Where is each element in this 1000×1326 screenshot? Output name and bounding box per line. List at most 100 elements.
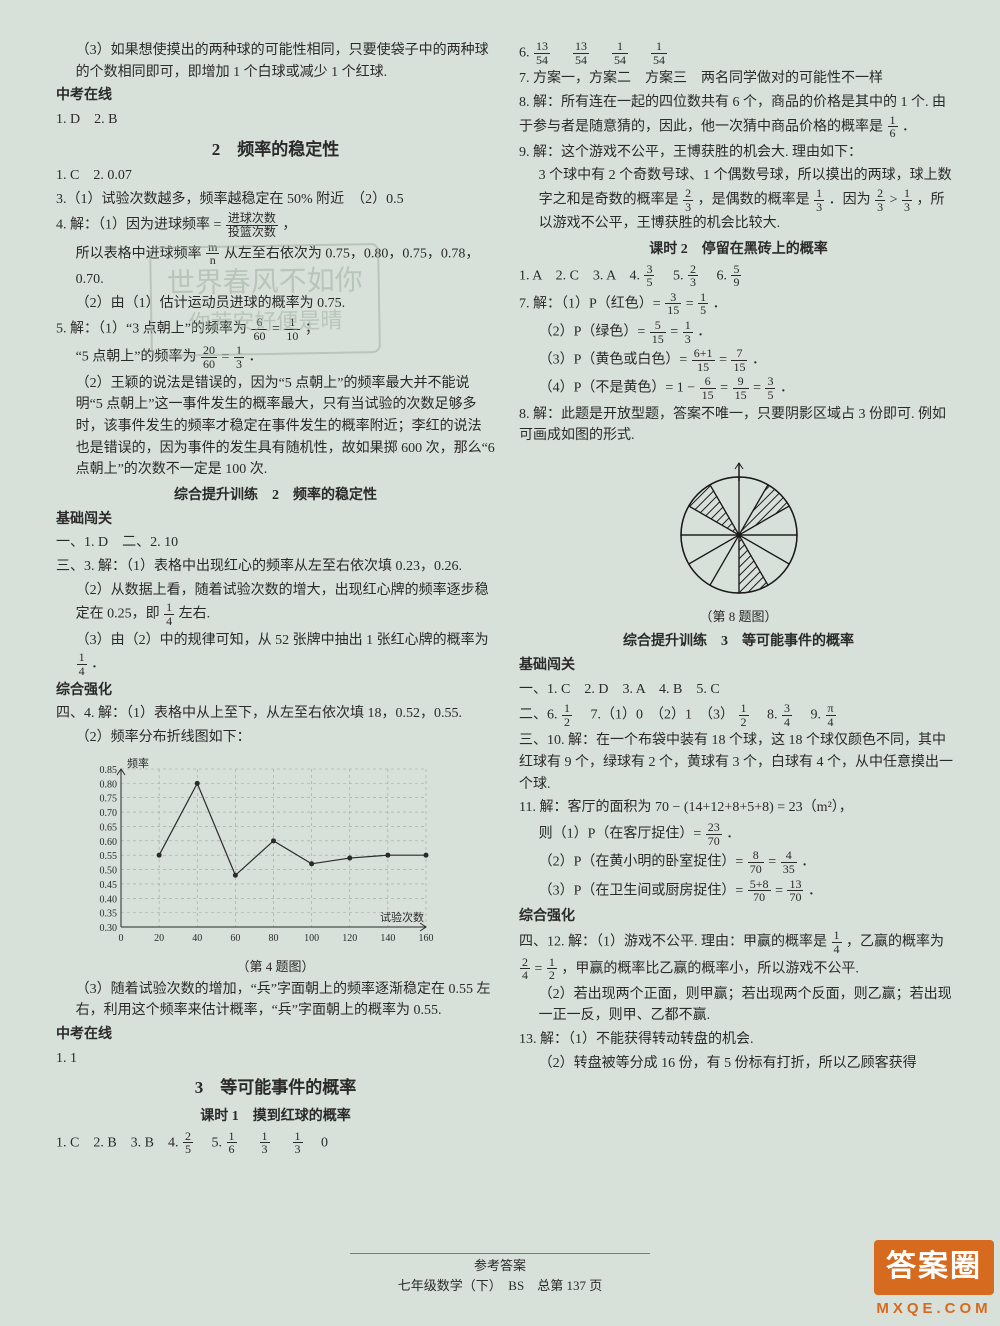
para: “5 点朝上”的频率为 2060 = 13 ． [56,344,495,370]
heading: 基础闯关 [56,509,495,531]
right-column: 6. 1354 1354 154 154 7. 方案一，方案二 方案三 两名同学… [519,40,958,1158]
text: = [535,961,546,976]
text: 二、6. [519,708,561,723]
svg-text:120: 120 [342,933,357,944]
svg-text:频率: 频率 [127,756,149,770]
fraction: 615 [700,375,716,401]
para: （2）P（绿色）= 515 = 13 ． [519,319,958,345]
svg-text:160: 160 [419,933,434,944]
text: （3）由（2）中的规律可知，从 52 张牌中抽出 1 张红心牌的概率为 [76,633,489,648]
answer-line: 二、6. 12 7.（1）0 （2）1 （3） 12 8. 34 9. π4 [519,702,958,728]
para: 11. 解：客厅的面积为 70 − (14+12+8+5+8) = 23（m²）… [519,797,958,819]
text: ； [305,322,319,337]
para: （2）P（在黄小明的卧室捉住）= 870 = 435 ． [519,849,958,875]
para: （3）如果想使摸出的两种球的可能性相同，只要使袋子中的两种球的个数相同即可，即增… [56,40,495,83]
text [594,45,608,60]
answer-line: 1. A 2. C 3. A 4. 35 5. 23 6. 59 [519,263,958,289]
text: = [753,381,764,396]
fraction: 2370 [706,821,722,847]
svg-text:0.60: 0.60 [100,836,118,847]
watermark-title: 答案圈 [874,1240,994,1295]
para: （3）随着试验次数的增加，“兵”字面朝上的频率逐渐稳定在 0.55 左右，利用这… [56,979,495,1022]
pie-svg [664,455,814,605]
text: 5. 解：（1）“3 点朝上”的频率为 [56,322,250,337]
fraction: 2060 [201,344,217,370]
watermark-logo: 答案圈 MXQE.COM [874,1240,994,1320]
footer-text: 七年级数学（下） BS 总第 137 页 [0,1276,1000,1296]
svg-text:0.50: 0.50 [100,865,118,876]
svg-text:140: 140 [380,933,395,944]
para: （2）若出现两个正面，则甲赢；若出现两个反面，则乙赢；若出现一正一反，则甲、乙都… [519,984,958,1027]
text: ． [248,350,262,365]
text: ，乙赢的概率为 [846,935,944,950]
answer-line: 1. C 2. 0.07 [56,165,495,187]
fraction: 154 [612,40,628,66]
fraction: 14 [77,651,87,677]
fraction: 14 [164,601,174,627]
para: 所以表格中进球频率 mn 从左至右依次为 0.75，0.80，0.75，0.78… [56,241,495,267]
svg-text:40: 40 [192,933,202,944]
text: ． [726,826,740,841]
para: （2）由（1）估计运动员进球的概率为 0.75. [56,293,495,315]
fraction: 660 [251,316,267,342]
para: 三、3. 解：（1）表格中出现红心的频率从左至右依次填 0.23，0.26. [56,556,495,578]
text: = [670,324,681,339]
text: 8. 解：所有连在一起的四位数共有 6 个，商品的价格是其中的 1 个. 由于参… [519,95,946,134]
fraction: 14 [832,929,842,955]
svg-text:0.35: 0.35 [100,908,118,919]
fraction: 34 [782,702,792,728]
heading: 综合强化 [56,680,495,702]
fraction: 15 [698,291,708,317]
para: 4. 解：（1）因为进球频率 = 进球次数投篮次数 ， [56,212,495,238]
para: （2）转盘被等分成 16 份，有 5 份标有打折，所以乙顾客获得 [519,1053,958,1075]
text: 8. [753,708,781,723]
text: = [775,883,786,898]
text: （2）P（绿色）= [539,324,649,339]
para: 则（1）P（在客厅捉住）= 2370 ． [519,821,958,847]
para: 7. 方案一，方案二 方案三 两名同学做对的可能性不一样 [519,68,958,90]
fraction: 1370 [787,878,803,904]
fraction: 35 [644,263,654,289]
fraction: 515 [650,319,666,345]
subsection-title: 课时 2 停留在黑砖上的概率 [519,239,958,261]
text: ． [801,855,815,870]
heading: 综合强化 [519,906,958,928]
fraction: 13 [902,187,912,213]
fraction: 870 [748,849,764,875]
text: （2）从数据上看，随着试验次数的增大，出现红心牌的频率逐步稳定在 0.25，即 [76,583,489,622]
svg-text:0.55: 0.55 [100,851,118,862]
heading: 中考在线 [56,85,495,107]
svg-text:80: 80 [269,933,279,944]
text [633,45,647,60]
fraction: 1354 [534,40,550,66]
text: 4. 解：（1）因为进球频率 = [56,218,225,233]
text: ， [282,218,296,233]
fraction: 23 [875,187,885,213]
subsection-title: 综合提升训练 2 频率的稳定性 [56,485,495,507]
text: = [686,296,697,311]
text: 左右. [179,607,211,622]
pie-caption: （第 8 题图） [519,607,958,627]
subsection-title: 课时 1 摸到红球的概率 [56,1106,495,1128]
fraction: 315 [665,291,681,317]
answer-line: 1. D 2. B [56,109,495,131]
para: （2）频率分布折线图如下： [56,727,495,749]
para: 8. 解：此题是开放型题，答案不唯一，只要阴影区域占 3 份即可. 例如可画成如… [519,404,958,447]
para: （3）由（2）中的规律可知，从 52 张牌中抽出 1 张红心牌的概率为 14 ． [56,630,495,678]
svg-text:0.75: 0.75 [100,793,118,804]
left-column: （3）如果想使摸出的两种球的可能性相同，只要使袋子中的两种球的个数相同即可，即增… [56,40,495,1158]
fraction: 16 [227,1130,237,1156]
text: ． [902,119,916,134]
text: ．因为 [829,192,875,207]
text: 0 [307,1135,328,1150]
para: 5. 解：（1）“3 点朝上”的频率为 660 = 110 ； [56,316,495,342]
frequency-line-chart: 0.300.350.400.450.500.550.600.650.700.75… [76,755,436,955]
fraction: 16 [888,114,898,140]
fraction: π4 [826,702,836,728]
text: ． [713,296,727,311]
section-title: 2 频率的稳定性 [56,137,495,163]
heading: 中考在线 [56,1024,495,1046]
watermark-sub: MXQE.COM [874,1297,994,1320]
fraction: 25 [183,1130,193,1156]
text: 从左至右依次为 0.75，0.80，0.75，0.78， [224,246,480,261]
